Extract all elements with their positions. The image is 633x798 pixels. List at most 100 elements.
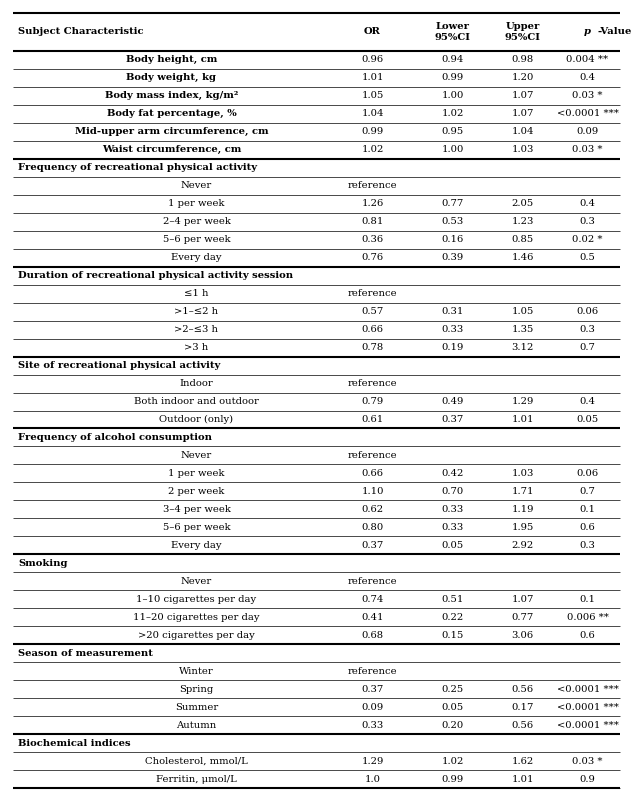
Text: 0.09: 0.09 [361,702,384,712]
Text: Never: Never [181,451,212,460]
Text: <0.0001 ***: <0.0001 *** [556,721,618,729]
Text: OR: OR [364,27,381,37]
Text: 0.05: 0.05 [441,702,463,712]
Text: Biochemical indices: Biochemical indices [18,739,130,748]
Text: 0.61: 0.61 [361,415,384,424]
Text: 0.68: 0.68 [361,630,384,640]
Text: 1.19: 1.19 [511,505,534,514]
Text: 0.20: 0.20 [441,721,463,729]
Text: 0.6: 0.6 [580,630,596,640]
Text: Frequency of alcohol consumption: Frequency of alcohol consumption [18,433,212,442]
Text: 0.31: 0.31 [441,307,464,316]
Text: 1–10 cigarettes per day: 1–10 cigarettes per day [137,595,256,604]
Text: 1.07: 1.07 [511,109,534,118]
Text: <0.0001 ***: <0.0001 *** [556,109,618,118]
Text: 0.1: 0.1 [579,505,596,514]
Text: 1.05: 1.05 [511,307,534,316]
Text: >3 h: >3 h [184,343,209,352]
Text: Every day: Every day [172,253,222,263]
Text: 1.10: 1.10 [361,487,384,496]
Text: 0.15: 0.15 [441,630,464,640]
Text: 1.05: 1.05 [361,92,384,101]
Text: 1.07: 1.07 [511,595,534,604]
Text: 0.4: 0.4 [579,200,596,208]
Text: 5–6 per week: 5–6 per week [163,235,230,244]
Text: Ferritin, μmol/L: Ferritin, μmol/L [156,775,237,784]
Text: Never: Never [181,181,212,190]
Text: 0.1: 0.1 [579,595,596,604]
Text: 3.12: 3.12 [511,343,534,352]
Text: 0.7: 0.7 [580,343,596,352]
Text: 0.03 *: 0.03 * [572,757,603,765]
Text: 0.7: 0.7 [580,487,596,496]
Text: Waist circumference, cm: Waist circumference, cm [102,145,241,154]
Text: 1.01: 1.01 [361,73,384,82]
Text: 0.004 **: 0.004 ** [567,56,608,65]
Text: 0.3: 0.3 [580,325,596,334]
Text: 0.74: 0.74 [361,595,384,604]
Text: 0.33: 0.33 [441,523,463,531]
Text: 1.29: 1.29 [511,397,534,406]
Text: Season of measurement: Season of measurement [18,649,153,658]
Text: 0.79: 0.79 [361,397,384,406]
Text: 0.56: 0.56 [511,721,534,729]
Text: 0.9: 0.9 [580,775,596,784]
Text: 0.33: 0.33 [441,505,463,514]
Text: 0.33: 0.33 [361,721,384,729]
Text: Body mass index, kg/m²: Body mass index, kg/m² [105,92,238,101]
Text: 0.16: 0.16 [441,235,463,244]
Text: 0.81: 0.81 [361,217,384,227]
Text: Body fat percentage, %: Body fat percentage, % [106,109,236,118]
Text: 1.03: 1.03 [511,145,534,154]
Text: 0.03 *: 0.03 * [572,92,603,101]
Text: 0.78: 0.78 [361,343,384,352]
Text: 0.006 **: 0.006 ** [567,613,608,622]
Text: Winter: Winter [179,666,214,676]
Text: Body height, cm: Body height, cm [126,56,217,65]
Text: 1.01: 1.01 [511,415,534,424]
Text: 0.96: 0.96 [361,56,384,65]
Text: 2.05: 2.05 [511,200,534,208]
Text: 5–6 per week: 5–6 per week [163,523,230,531]
Text: 0.42: 0.42 [441,469,464,478]
Text: reference: reference [348,181,398,190]
Text: 0.05: 0.05 [577,415,599,424]
Text: 0.66: 0.66 [361,469,384,478]
Text: 0.99: 0.99 [361,128,384,136]
Text: Smoking: Smoking [18,559,68,568]
Text: 2–4 per week: 2–4 per week [163,217,230,227]
Text: 0.95: 0.95 [441,128,463,136]
Text: 0.03 *: 0.03 * [572,145,603,154]
Text: reference: reference [348,666,398,676]
Text: 0.49: 0.49 [441,397,464,406]
Text: Every day: Every day [172,541,222,550]
Text: 1.00: 1.00 [441,92,464,101]
Text: Summer: Summer [175,702,218,712]
Text: 0.94: 0.94 [441,56,464,65]
Text: 0.77: 0.77 [511,613,534,622]
Text: 1.04: 1.04 [361,109,384,118]
Text: 0.06: 0.06 [577,307,599,316]
Text: 0.3: 0.3 [580,217,596,227]
Text: 1.71: 1.71 [511,487,534,496]
Text: 0.05: 0.05 [441,541,463,550]
Text: Body weight, kg: Body weight, kg [127,73,216,82]
Text: 1.23: 1.23 [511,217,534,227]
Text: >2–≤3 h: >2–≤3 h [175,325,218,334]
Text: Site of recreational physical activity: Site of recreational physical activity [18,361,220,370]
Text: <0.0001 ***: <0.0001 *** [556,702,618,712]
Text: 11–20 cigarettes per day: 11–20 cigarettes per day [134,613,260,622]
Text: 1.46: 1.46 [511,253,534,263]
Text: 2 per week: 2 per week [168,487,225,496]
Text: 0.19: 0.19 [441,343,464,352]
Text: 0.5: 0.5 [580,253,596,263]
Text: Cholesterol, mmol/L: Cholesterol, mmol/L [145,757,248,765]
Text: 0.37: 0.37 [361,685,384,693]
Text: 0.22: 0.22 [441,613,463,622]
Text: 1.20: 1.20 [511,73,534,82]
Text: Never: Never [181,577,212,586]
Text: Duration of recreational physical activity session: Duration of recreational physical activi… [18,271,293,280]
Text: 2.92: 2.92 [511,541,534,550]
Text: 0.85: 0.85 [511,235,534,244]
Text: Frequency of recreational physical activity: Frequency of recreational physical activ… [18,164,257,172]
